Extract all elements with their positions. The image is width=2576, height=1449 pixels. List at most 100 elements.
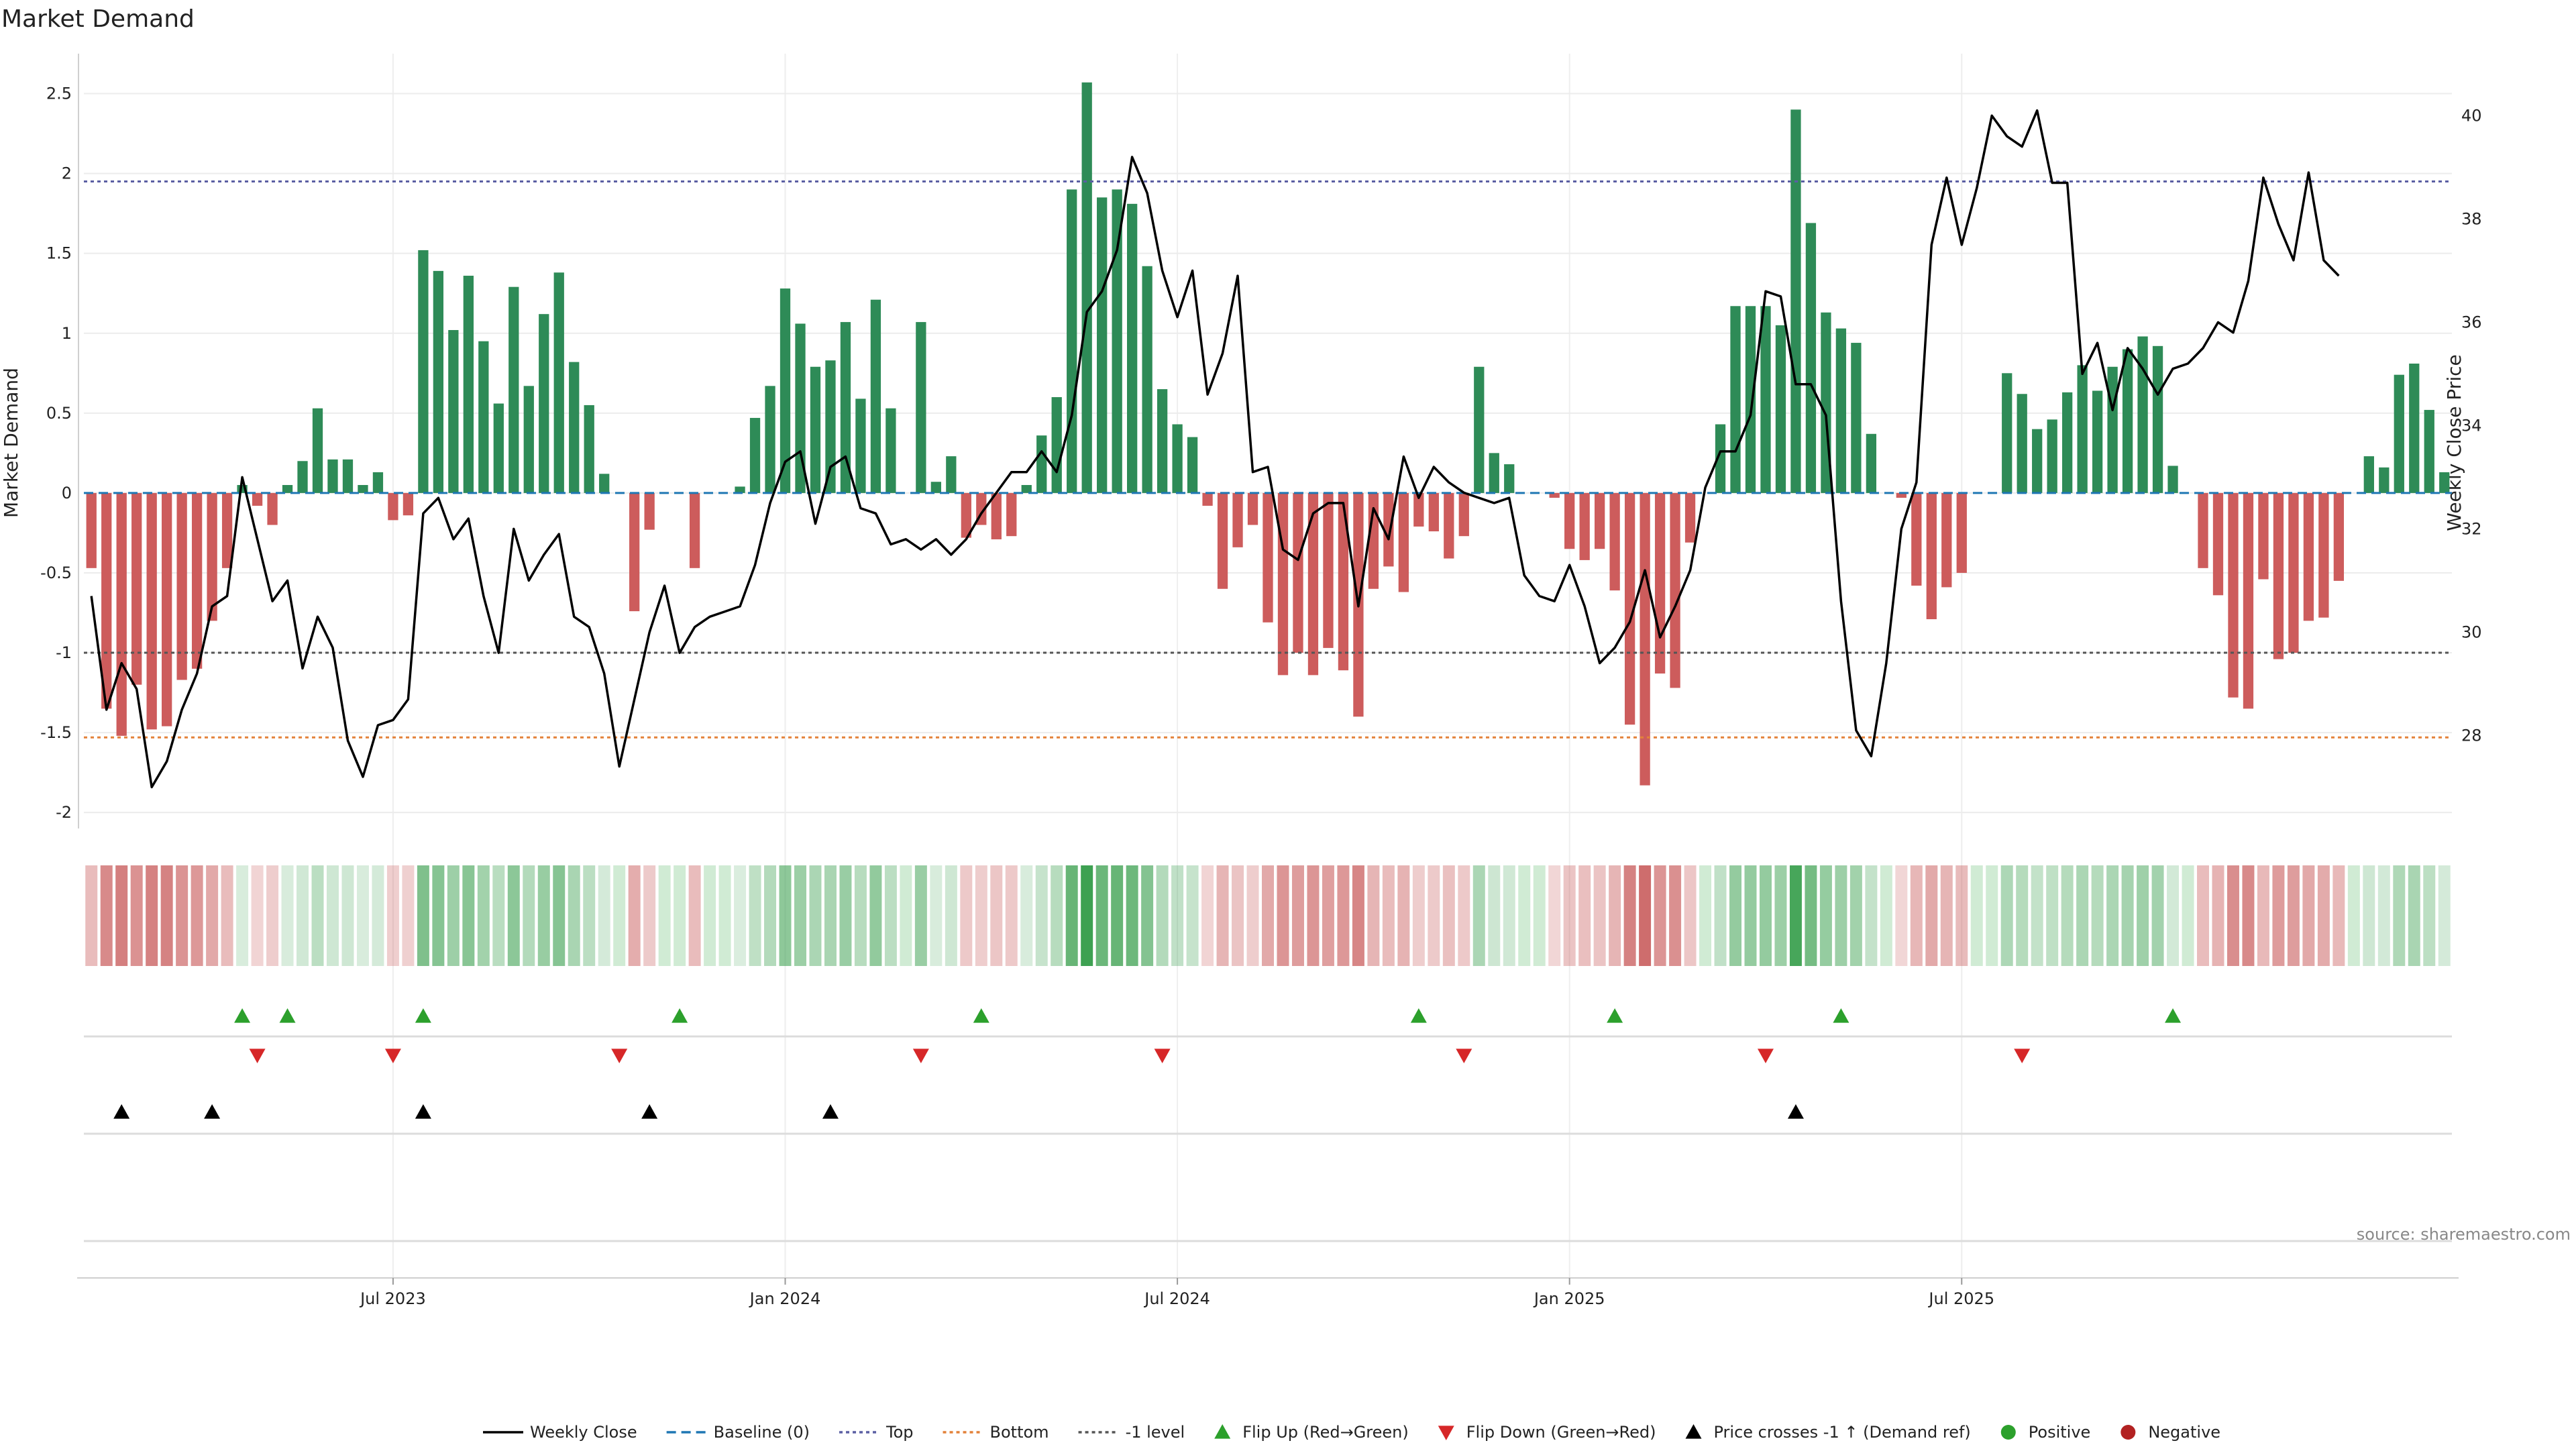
price-cross-marker [415, 1104, 431, 1119]
positive-demand-bar [1097, 197, 1108, 493]
heat-cell [2332, 865, 2345, 966]
heat-cell [960, 865, 973, 966]
negative-demand-bar [1232, 492, 1243, 547]
positive-demand-bar [2394, 374, 2404, 493]
negative-demand-bar [629, 492, 640, 612]
positive-demand-bar [478, 341, 489, 493]
negative-demand-bar [388, 492, 398, 521]
negative-demand-bar [2243, 492, 2254, 709]
flip-down-marker [384, 1049, 401, 1063]
heat-cell [854, 865, 867, 966]
heat-cell [1774, 865, 1787, 966]
positive-demand-bar [539, 314, 549, 493]
positive-demand-bar [584, 405, 594, 493]
heat-cell [356, 865, 369, 966]
negative-demand-bar [1428, 492, 1439, 532]
negative-demand-bar [1595, 492, 1605, 549]
heat-cell [1654, 865, 1666, 966]
positive-demand-bar [2379, 467, 2390, 493]
heat-cell [1789, 865, 1802, 966]
negative-demand-bar [2288, 492, 2299, 653]
negative-demand-bar [191, 492, 203, 669]
legend-label: Flip Down (Green→Red) [1466, 1423, 1656, 1442]
positive-demand-bar [735, 486, 745, 493]
legend: Weekly Close Baseline (0) Top Bottom -1 leve… [483, 1423, 2220, 1442]
heat-cell [417, 865, 429, 966]
heat-cell [1880, 865, 1892, 966]
price-cross-marker [822, 1104, 839, 1119]
flip-down-marker [912, 1049, 929, 1063]
flip-up-marker [1410, 1008, 1427, 1023]
right-tick-label: 28 [2461, 726, 2482, 745]
heat-cell [2212, 865, 2224, 966]
heat-cell [1518, 865, 1531, 966]
heat-cell [100, 865, 113, 966]
positive-demand-bar [946, 456, 957, 493]
positive-demand-bar [765, 386, 775, 493]
legend-label: Flip Up (Red→Green) [1242, 1423, 1409, 1442]
negative-demand-bar [1277, 492, 1289, 676]
heat-cell [191, 865, 203, 966]
heat-cell [1246, 865, 1259, 966]
negative-demand-bar [644, 492, 655, 530]
price-cross-marker [1787, 1104, 1804, 1119]
negative-demand-bar [1684, 492, 1696, 543]
legend-swatch-triangle-up [1685, 1424, 1702, 1439]
negative-demand-bar [1338, 492, 1349, 671]
legend-swatch-triangle-up [1214, 1424, 1231, 1439]
signal-panels [84, 1008, 2452, 1242]
heat-cell [1684, 865, 1697, 966]
heat-cell [598, 865, 610, 966]
heat-cell [1458, 865, 1470, 966]
heat-cell [2363, 865, 2375, 966]
right-tick-label: 32 [2461, 519, 2482, 538]
heat-cell [2257, 865, 2269, 966]
heat-cell [1593, 865, 1606, 966]
heat-cell [326, 865, 339, 966]
positive-demand-bar [433, 270, 444, 493]
heat-cell [462, 865, 475, 966]
heat-cell [779, 865, 792, 966]
right-tick-label: 34 [2461, 416, 2482, 435]
positive-demand-bar [1866, 433, 1877, 493]
left-tick-label: -0.5 [40, 564, 72, 582]
flip-down-marker [1456, 1049, 1472, 1063]
positive-demand-bar [2047, 419, 2057, 493]
negative-demand-bar [1413, 492, 1424, 527]
positive-demand-bar [1489, 453, 1499, 493]
positive-demand-bar [342, 459, 354, 493]
negative-demand-bar [1323, 492, 1334, 648]
left-tick-label: -1 [56, 643, 72, 662]
positive-demand-bar [358, 484, 368, 493]
heat-cell [2016, 865, 2029, 966]
flip-up-marker [1607, 1008, 1623, 1023]
right-tick-label: 38 [2461, 209, 2482, 228]
heat-cell [568, 865, 580, 966]
negative-demand-bar [207, 492, 217, 621]
legend-label: Negative [2148, 1423, 2220, 1442]
negative-demand-bar [86, 492, 97, 568]
right-axis-label: Weekly Close Price [2443, 354, 2465, 531]
negative-demand-bar [1307, 492, 1319, 676]
heat-cell [1035, 865, 1048, 966]
heat-cell [869, 865, 882, 966]
negative-demand-bar [402, 492, 414, 516]
positive-demand-bar [795, 323, 806, 493]
heat-cell [2317, 865, 2330, 966]
heat-cell [688, 865, 701, 966]
heat-cell [1759, 865, 1772, 966]
x-tick-label: Jan 2024 [749, 1289, 821, 1308]
legend-label: -1 level [1126, 1423, 1185, 1442]
heat-cell [2121, 865, 2134, 966]
legend-label: Price crosses -1 ↑ (Demand ref) [1714, 1423, 1971, 1442]
x-tick-label: Jan 2025 [1533, 1289, 1605, 1308]
heat-cell [1669, 865, 1682, 966]
negative-demand-bar [1579, 492, 1590, 560]
positive-demand-bar [2122, 349, 2133, 493]
negative-demand-bar [252, 492, 263, 506]
flip-down-marker [1757, 1049, 1774, 1063]
negative-demand-bar [1564, 492, 1575, 549]
heat-cell [2046, 865, 2059, 966]
negative-demand-bar [961, 492, 971, 538]
heat-cell [674, 865, 686, 966]
